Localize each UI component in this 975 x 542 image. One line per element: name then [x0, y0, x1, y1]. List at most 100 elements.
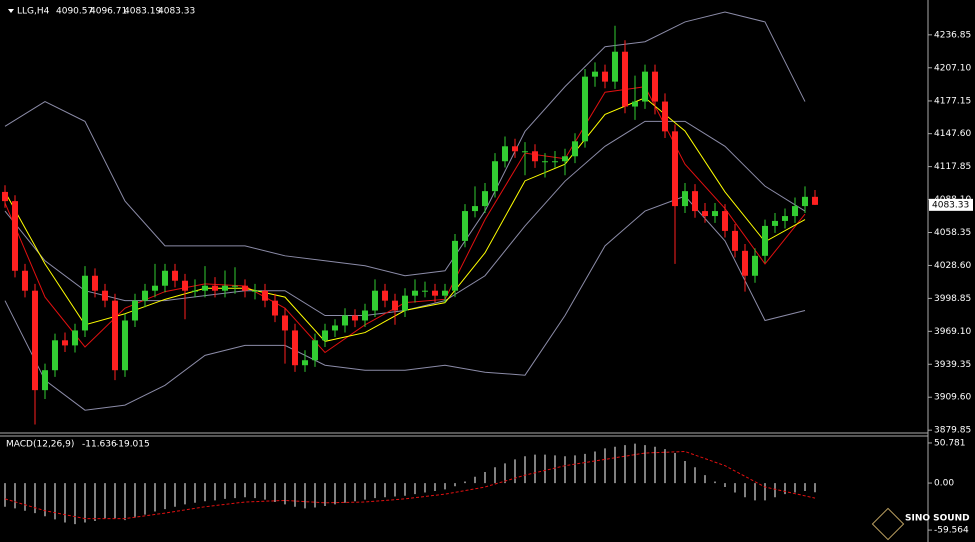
candle-body: [242, 285, 248, 291]
candle-body: [692, 191, 698, 212]
y-tick-label: 3879.85: [934, 426, 971, 436]
candle-body: [212, 285, 218, 291]
candle-body: [682, 191, 688, 207]
y-tick-label: 4236.85: [934, 30, 971, 40]
candle-body: [142, 290, 148, 301]
candle-body: [282, 315, 288, 331]
candle-body: [172, 270, 178, 281]
price-label: 4083.33: [932, 200, 969, 210]
candle-body: [272, 300, 278, 316]
candle-body: [422, 290, 428, 292]
candle-body: [532, 151, 538, 162]
candle-body: [642, 71, 648, 102]
y-tick-label: 4058.35: [934, 228, 971, 238]
header-value: 4083.19: [124, 7, 161, 17]
candle-body: [222, 285, 228, 291]
candle-body: [92, 275, 98, 291]
candle-body: [772, 220, 778, 226]
candle-body: [802, 196, 808, 207]
menu-arrow: [8, 9, 14, 13]
candle-body: [292, 330, 298, 366]
header-value: -11.636: [82, 440, 117, 450]
candle-body: [322, 330, 328, 341]
header-value: 4083.33: [158, 7, 195, 17]
candle-body: [192, 290, 198, 292]
candle-body: [22, 270, 28, 291]
signal-line: [4, 450, 816, 520]
candle-body: [672, 131, 678, 207]
candle-body: [612, 51, 618, 82]
logo: SINO SOUND: [871, 507, 970, 541]
candle-body: [112, 300, 118, 371]
candle-body: [232, 285, 238, 287]
candle-body: [362, 310, 368, 321]
header-value: -19.015: [115, 440, 150, 450]
candle-body: [132, 300, 138, 321]
candle-body: [52, 340, 58, 371]
y-tick-label: -59.564: [934, 526, 969, 536]
indicator-line: [4, 11, 806, 277]
candle-body: [572, 141, 578, 157]
y-tick-label: 4028.60: [934, 261, 971, 271]
candle-body: [402, 295, 408, 311]
candle-body: [552, 161, 558, 163]
candle-body: [72, 330, 78, 346]
candle-body: [352, 315, 358, 321]
candle-body: [372, 290, 378, 311]
logo-text: SINO SOUND: [905, 514, 970, 524]
candle-body: [702, 211, 708, 217]
candle-body: [562, 156, 568, 162]
candle-body: [712, 211, 718, 217]
candle-body: [12, 201, 18, 271]
candle-body: [452, 240, 458, 291]
y-tick-label: 4207.10: [934, 63, 971, 73]
y-tick-label: 3998.85: [934, 294, 971, 304]
candle-body: [102, 290, 108, 301]
candle-body: [582, 76, 588, 142]
candle-body: [162, 270, 168, 286]
y-tick-label: 4117.85: [934, 162, 971, 172]
candle-body: [762, 225, 768, 256]
candle-body: [382, 290, 388, 301]
candle-body: [652, 71, 658, 102]
candle-body: [722, 211, 728, 231]
candle-body: [302, 360, 308, 366]
macd-title: MACD(12,26,9): [6, 440, 74, 450]
candle-body: [542, 161, 548, 163]
candle-body: [782, 216, 788, 221]
candle-body: [202, 285, 208, 291]
candle-body: [42, 370, 48, 391]
candle-body: [182, 280, 188, 291]
y-tick-label: 4177.15: [934, 96, 971, 106]
candle-body: [152, 285, 158, 291]
candle-body: [462, 211, 468, 241]
candle-body: [332, 325, 338, 331]
candle-body: [812, 196, 818, 205]
candle-body: [472, 206, 478, 212]
candle-body: [752, 255, 758, 276]
candle-body: [342, 315, 348, 326]
y-tick-label: 50.781: [934, 438, 966, 448]
price-label-bg: [929, 198, 973, 211]
candle-body: [792, 206, 798, 217]
candle-body: [262, 290, 268, 301]
candle-body: [62, 340, 68, 346]
candle-body: [622, 51, 628, 107]
candle-body: [32, 290, 38, 391]
chart-title: LLG,H4: [17, 7, 50, 17]
candle-body: [432, 290, 438, 296]
candle-body: [482, 191, 488, 207]
candle-body: [312, 340, 318, 361]
y-tick-label: 3939.35: [934, 360, 971, 370]
y-tick-label: 3909.60: [934, 393, 971, 403]
candle-body: [252, 290, 258, 292]
candle-body: [512, 146, 518, 152]
header-value: 4090.57: [56, 7, 93, 17]
candle-body: [592, 71, 598, 77]
candle-body: [632, 101, 638, 107]
candle-body: [742, 250, 748, 276]
logo-icon: [871, 507, 905, 541]
candle-body: [442, 290, 448, 296]
